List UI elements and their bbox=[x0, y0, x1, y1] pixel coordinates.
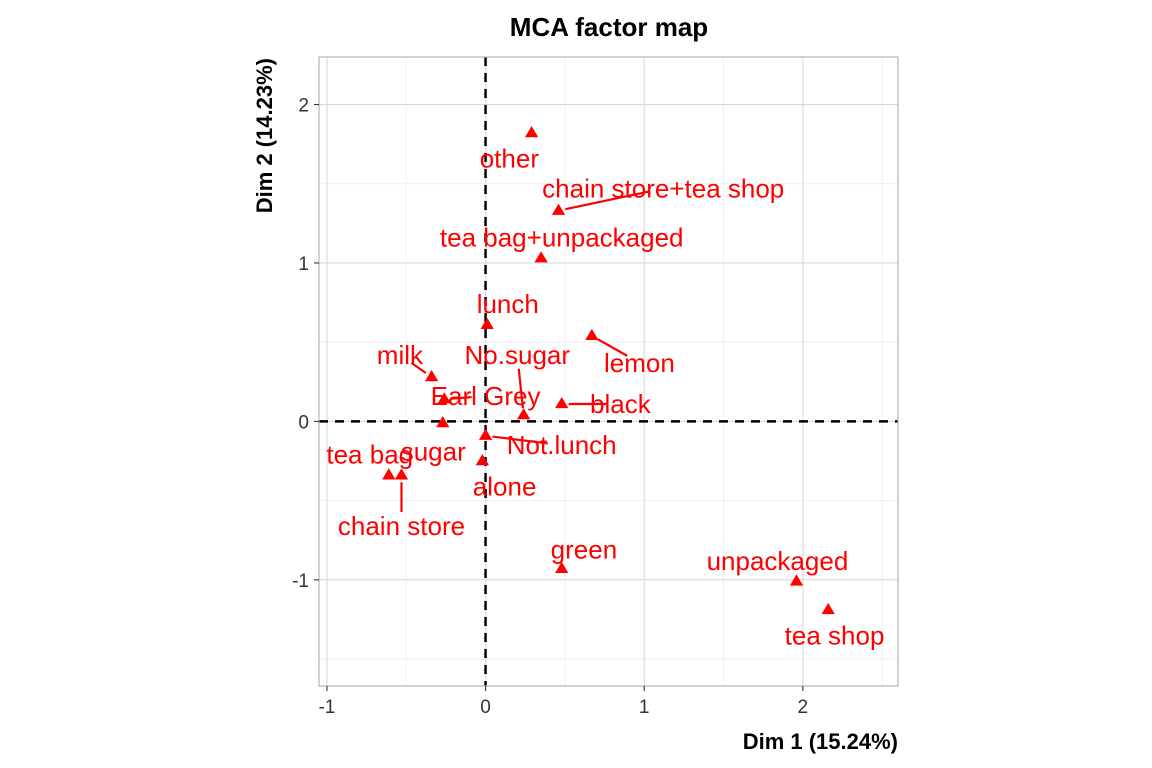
x-tick-label: 2 bbox=[798, 697, 809, 718]
point-label: tea shop bbox=[785, 620, 885, 650]
triangle-marker bbox=[424, 370, 439, 382]
y-tick-label: 0 bbox=[298, 412, 309, 433]
leader-line bbox=[517, 368, 524, 409]
data-point-chain-store-tea-shop: chain store+tea shop bbox=[542, 174, 784, 215]
point-label: Earl Grey bbox=[431, 381, 541, 411]
triangle-marker bbox=[551, 203, 566, 215]
point-label: tea bag+unpackaged bbox=[440, 223, 684, 253]
data-point-lunch: lunch bbox=[477, 289, 539, 329]
triangle-marker bbox=[394, 468, 409, 480]
triangle-marker bbox=[480, 317, 494, 329]
y-tick-label: 1 bbox=[298, 254, 309, 275]
triangle-marker bbox=[475, 454, 490, 466]
leader-line bbox=[492, 435, 548, 445]
point-label: lunch bbox=[477, 289, 539, 319]
data-point-milk: milk bbox=[377, 340, 439, 382]
data-point-tea-bag-unpackaged: tea bag+unpackaged bbox=[440, 223, 684, 263]
y-tick-label: 2 bbox=[298, 96, 309, 117]
point-label: unpackaged bbox=[707, 546, 849, 576]
data-point-chain-store: chain store bbox=[338, 468, 465, 541]
triangle-marker bbox=[534, 251, 548, 263]
x-axis-title: Dim 1 (15.24%) bbox=[743, 729, 898, 754]
data-point-tea-bag: tea bag bbox=[326, 440, 413, 480]
x-tick-label: 1 bbox=[639, 697, 650, 718]
point-label: No.sugar bbox=[465, 340, 571, 370]
triangle-marker bbox=[821, 602, 835, 615]
data-point-no-sugar: No.sugar bbox=[465, 340, 571, 420]
data-point-earl-grey: Earl Grey bbox=[431, 381, 541, 411]
point-label: alone bbox=[473, 471, 537, 501]
point-label: tea bag bbox=[326, 440, 413, 470]
data-point-sugar: sugar bbox=[401, 415, 466, 467]
point-label: Not.lunch bbox=[507, 430, 617, 460]
triangle-marker bbox=[555, 396, 569, 409]
x-tick-label: -1 bbox=[318, 697, 335, 718]
point-label: chain store+tea shop bbox=[542, 174, 784, 204]
data-point-alone: alone bbox=[473, 454, 537, 501]
reference-lines bbox=[319, 57, 898, 686]
axis-ticks: -1 0 1 2 -1 0 1 2 bbox=[292, 96, 808, 718]
leader-line bbox=[597, 338, 628, 357]
point-label: chain store bbox=[338, 511, 465, 541]
point-label: sugar bbox=[401, 437, 466, 467]
triangle-marker bbox=[437, 392, 451, 404]
leader-line bbox=[451, 396, 472, 400]
triangle-marker bbox=[436, 415, 450, 428]
data-point-lemon: lemon bbox=[585, 328, 675, 378]
x-tick-label: 0 bbox=[480, 697, 491, 718]
point-label: black bbox=[590, 389, 652, 419]
data-point-unpackaged: unpackaged bbox=[707, 546, 849, 586]
plot-frame bbox=[318, 56, 899, 687]
data-point-green: green bbox=[551, 535, 618, 573]
data-point-tea-shop: tea shop bbox=[785, 602, 885, 650]
chart-title: MCA factor map bbox=[510, 12, 708, 42]
point-label: green bbox=[551, 535, 618, 565]
point-label: milk bbox=[377, 340, 424, 370]
point-label: other bbox=[480, 143, 540, 173]
triangle-marker bbox=[382, 468, 396, 480]
leader-line bbox=[565, 190, 650, 211]
triangle-marker bbox=[516, 408, 531, 420]
y-axis-title: Dim 2 (14.23%) bbox=[252, 58, 277, 213]
point-label: lemon bbox=[604, 348, 675, 378]
triangle-marker bbox=[524, 126, 539, 138]
data-point-not-lunch: Not.lunch bbox=[478, 428, 617, 460]
triangle-marker bbox=[555, 561, 569, 573]
data-point-other: other bbox=[480, 126, 540, 173]
y-tick-label: -1 bbox=[292, 571, 309, 592]
data-point-black: black bbox=[555, 389, 652, 419]
leader-line bbox=[410, 361, 427, 374]
triangle-marker bbox=[478, 428, 493, 440]
triangle-marker bbox=[789, 574, 804, 586]
triangle-marker bbox=[585, 328, 599, 341]
